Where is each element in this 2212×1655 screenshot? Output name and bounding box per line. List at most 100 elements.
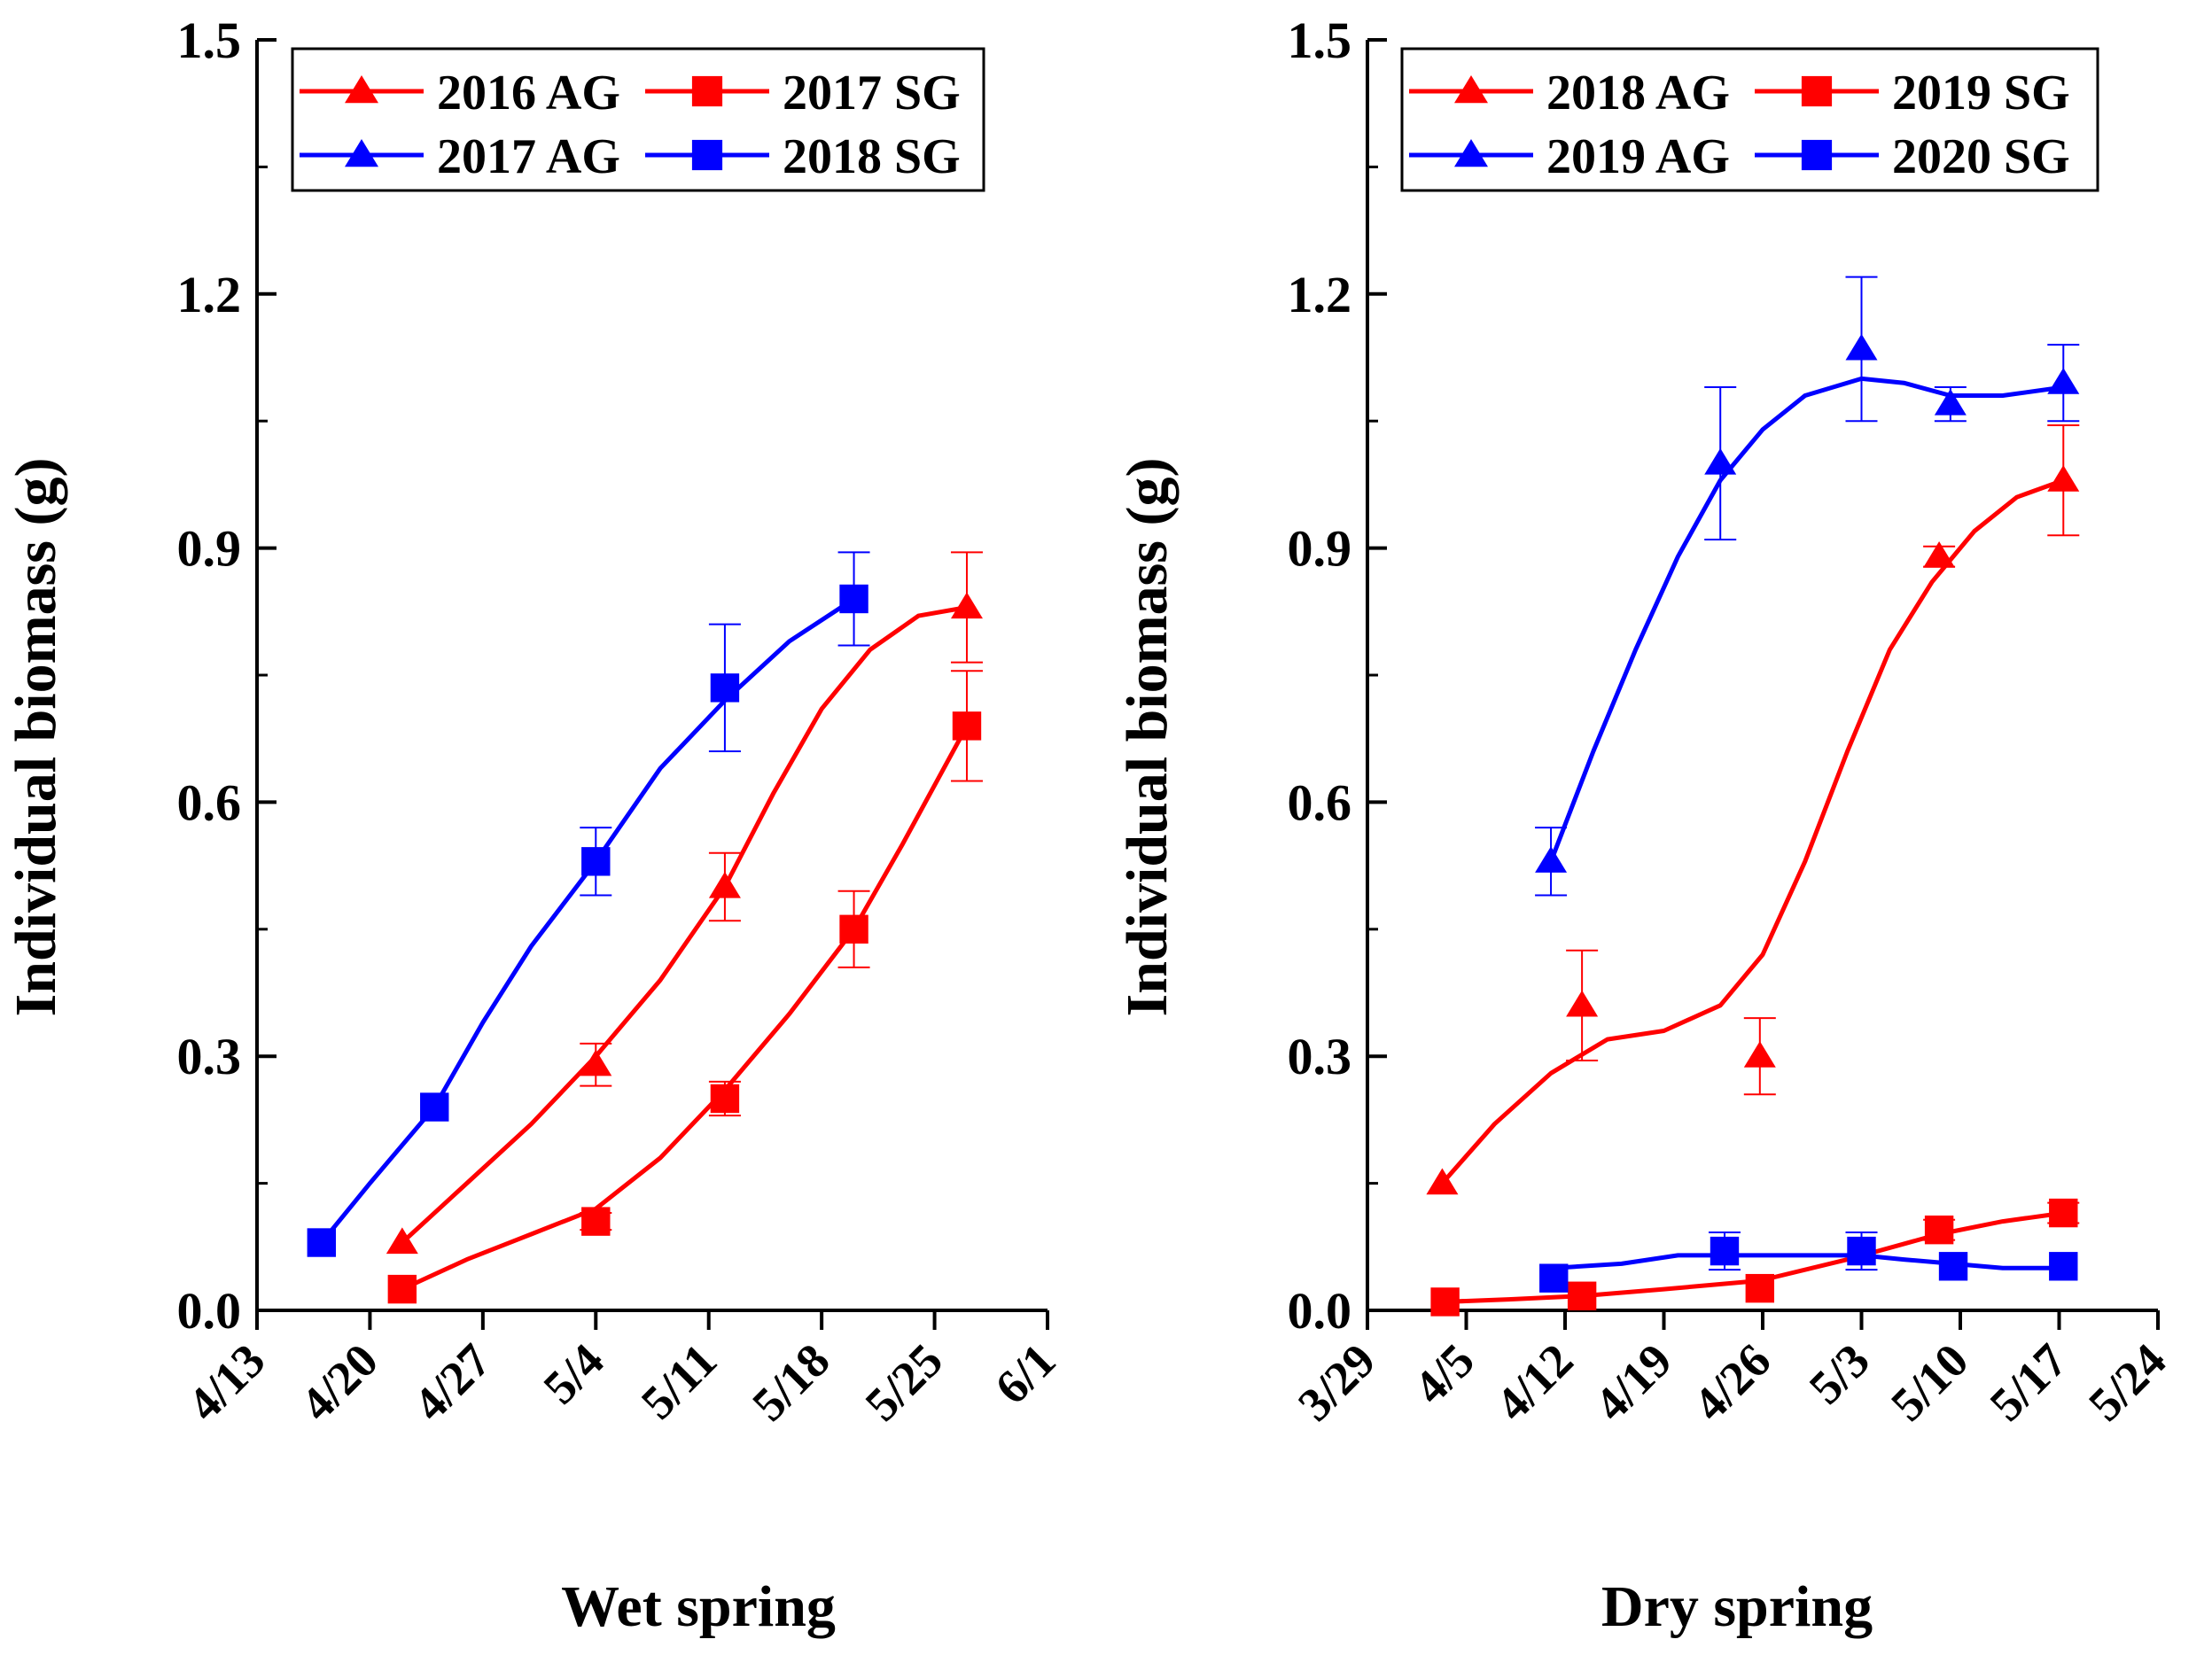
legend-entry: 2019 SG [1755, 66, 2070, 120]
x-tick-label: 5/17 [1980, 1333, 2077, 1431]
x-axis-label: Wet spring [561, 1574, 836, 1639]
data-point [1938, 1252, 1968, 1281]
legend-entry: 2018 SG [645, 129, 961, 184]
x-tick-label: 4/5 [1404, 1333, 1484, 1414]
data-point [839, 584, 868, 614]
data-point [2047, 368, 2080, 394]
x-tick-label: 3/29 [1288, 1333, 1385, 1431]
y-tick-label: 0.6 [177, 773, 242, 831]
legend-label: 2019 AG [1546, 129, 1730, 184]
data-point [1567, 1281, 1597, 1310]
x-tick-label: 4/13 [177, 1333, 275, 1431]
legend-marker [1801, 75, 1833, 107]
data-point [1924, 1215, 1954, 1245]
data-point [2049, 1252, 2078, 1281]
legend-marker [691, 139, 723, 171]
legend-entry: 2020 SG [1755, 129, 2070, 184]
legend-entry: 2016 AG [300, 66, 620, 120]
y-tick-label: 0.6 [1288, 773, 1352, 831]
data-point [581, 847, 611, 876]
y-tick-label: 0.9 [177, 520, 242, 578]
x-tick-label: 5/24 [2078, 1333, 2176, 1431]
series-line [1548, 376, 2064, 863]
series-2019-sg [1430, 1198, 2080, 1317]
legend-marker [1454, 138, 1488, 167]
data-point [1934, 388, 1967, 416]
data-point [1426, 1168, 1459, 1195]
legend-box [1400, 47, 2099, 192]
legend-label: 2020 SG [1892, 129, 2070, 184]
data-point [1704, 447, 1737, 475]
data-point [1535, 846, 1568, 873]
x-tick-label: 4/20 [291, 1333, 388, 1431]
data-point [839, 914, 868, 944]
legend-marker [1454, 74, 1488, 104]
legend: 2016 AG 2017 SG 2017 AG 2018 SG [291, 47, 985, 192]
series-2018-sg [307, 551, 870, 1257]
data-point [1539, 1263, 1569, 1293]
data-point [2049, 1198, 2078, 1228]
legend-marker [345, 74, 378, 104]
data-point [708, 871, 741, 898]
data-point [580, 1049, 612, 1076]
y-tick-label: 0.0 [1288, 1282, 1352, 1340]
chart-panel-right: 0.0 0.3 0.6 0.9 1.2 1.5 3/29 4/5 4/12 4/19 4/26 5/3… [1115, 12, 2176, 1639]
data-point [2047, 465, 2080, 492]
series-line [1440, 478, 2065, 1185]
data-point [386, 1227, 418, 1255]
x-tick-label: 4/26 [1683, 1333, 1780, 1431]
legend-marker [1801, 139, 1833, 171]
data-point [950, 592, 983, 619]
y-axis-label: Individual biomass (g) [1115, 458, 1180, 1017]
data-point [581, 1207, 611, 1236]
legend-entry: 2017 SG [645, 66, 961, 120]
series-2016-ag [386, 551, 983, 1255]
y-tick-label: 1.2 [177, 266, 242, 323]
y-tick-label: 1.5 [1288, 12, 1352, 69]
x-tick-label: 5/18 [742, 1333, 839, 1431]
data-point [1743, 1041, 1776, 1068]
data-point [1847, 1236, 1876, 1266]
series-2020-sg [1539, 1232, 2078, 1293]
x-tick-label: 5/3 [1799, 1333, 1880, 1414]
x-tick-label: 4/19 [1585, 1333, 1682, 1431]
series-line [319, 596, 855, 1245]
legend-entry: 2017 AG [300, 129, 620, 184]
data-point [420, 1092, 449, 1122]
series-line [1554, 1253, 2064, 1270]
x-tick-label: 4/12 [1485, 1333, 1583, 1431]
x-tick-label: 4/27 [403, 1333, 501, 1431]
legend-entry: 2019 AG [1409, 129, 1730, 184]
chart-panel-left: 0.0 0.3 0.6 0.9 1.2 1.5 4/13 4/20 4/27 5/4 5/11 5/1… [4, 12, 1065, 1639]
y-tick-label: 1.5 [177, 12, 242, 69]
series-2018-ag [1426, 423, 2080, 1195]
legend-label: 2017 AG [437, 129, 620, 184]
x-tick-label: 5/10 [1881, 1333, 1978, 1431]
data-point [1710, 1236, 1740, 1266]
data-point [307, 1228, 337, 1257]
x-tick-label: 5/25 [855, 1333, 953, 1431]
data-point [1845, 333, 1878, 361]
legend-entry: 2018 AG [1409, 66, 1730, 120]
y-tick-label: 1.2 [1288, 266, 1352, 323]
legend-label: 2019 SG [1892, 66, 2070, 120]
legend-label: 2016 AG [437, 66, 620, 120]
x-tick-label: 6/1 [985, 1333, 1065, 1414]
y-tick-label: 0.3 [1288, 1028, 1352, 1085]
data-point [952, 711, 982, 741]
legend: 2018 AG 2019 SG 2019 AG 2020 SG [1400, 47, 2099, 192]
legend-marker [345, 138, 378, 167]
data-point [387, 1274, 417, 1304]
legend-marker [691, 75, 723, 107]
series-line [401, 605, 968, 1245]
legend-label: 2017 SG [783, 66, 961, 120]
data-point [710, 673, 740, 703]
series-2017-sg [387, 670, 983, 1304]
x-tick-label: 5/4 [534, 1333, 614, 1414]
legend-label: 2018 AG [1546, 66, 1730, 120]
series-line [401, 725, 970, 1292]
y-axis-label: Individual biomass (g) [4, 458, 68, 1017]
y-tick-label: 0.9 [1288, 520, 1352, 578]
